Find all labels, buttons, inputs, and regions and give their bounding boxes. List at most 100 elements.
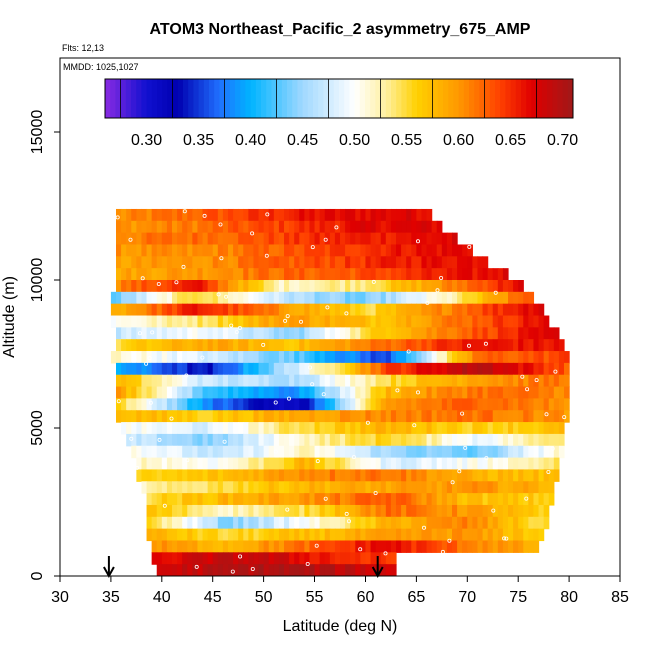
heatmap-cell [146, 457, 153, 471]
heatmap-cell [233, 362, 239, 376]
heatmap-cell [345, 327, 351, 340]
heatmap-cell [508, 516, 514, 530]
heatmap-cell [233, 493, 239, 506]
heatmap-cell [477, 303, 484, 317]
heatmap-cell [228, 374, 234, 388]
heatmap-cell [217, 457, 224, 471]
heatmap-cell [401, 481, 407, 494]
heatmap-cell [533, 303, 540, 317]
heatmap-cell [370, 481, 377, 494]
heatmap-cell [161, 232, 168, 246]
sample-point [264, 253, 269, 258]
heatmap-cell [319, 552, 326, 565]
heatmap-cell [446, 256, 453, 269]
heatmap-cell [497, 339, 504, 352]
heatmap-cell [380, 291, 387, 305]
heatmap-cell [151, 351, 158, 364]
heatmap-cell [299, 351, 305, 364]
heatmap-cell [228, 469, 234, 482]
heatmap-cell [136, 457, 143, 471]
heatmap-cell [518, 303, 524, 317]
heatmap-cell [452, 528, 458, 542]
heatmap-cell [284, 244, 290, 257]
heatmap-cell [289, 339, 295, 352]
heatmap-cell [340, 469, 346, 482]
heatmap-cell [156, 315, 163, 328]
heatmap-cell [340, 445, 346, 459]
heatmap-cell [416, 327, 423, 340]
heatmap-cell [182, 516, 188, 530]
heatmap-cell [538, 410, 545, 423]
heatmap-cell [121, 339, 127, 352]
heatmap-cell [289, 398, 295, 411]
heatmap-cell [431, 256, 438, 269]
heatmap-cell [294, 208, 300, 222]
heatmap-cell [508, 528, 514, 542]
heatmap-cell [523, 410, 529, 423]
heatmap-cell [482, 268, 489, 281]
heatmap-cell [192, 504, 199, 518]
heatmap-cell [233, 291, 239, 305]
heatmap-cell [319, 433, 326, 447]
colorbar-swatch [151, 79, 158, 118]
heatmap-cell [136, 208, 143, 222]
heatmap-cell [126, 433, 132, 447]
heatmap-cell [304, 504, 311, 518]
heatmap-cell [385, 374, 392, 388]
heatmap-cell [278, 362, 285, 376]
heatmap-cell [166, 280, 173, 293]
heatmap-cell [212, 268, 219, 281]
heatmap-cell [340, 220, 346, 234]
heatmap-cell [121, 291, 127, 305]
heatmap-cell [304, 339, 311, 352]
colorbar-swatch [240, 79, 246, 118]
heatmap-cell [177, 469, 183, 482]
colorbar-swatch [479, 79, 486, 118]
heatmap-cell [268, 528, 275, 542]
heatmap-cell [284, 410, 290, 423]
heatmap-cell [116, 256, 122, 269]
heatmap-cell [319, 493, 326, 506]
heatmap-cell [441, 457, 448, 471]
heatmap-cell [472, 386, 479, 399]
heatmap-cell [441, 516, 448, 530]
heatmap-cell [299, 232, 305, 246]
heatmap-cell [166, 481, 173, 494]
heatmap-cell [492, 504, 499, 518]
heatmap-cell [197, 386, 204, 399]
heatmap-cell [452, 481, 458, 494]
heatmap-cell [441, 315, 448, 328]
heatmap-cell [319, 445, 326, 459]
heatmap-cell [502, 540, 509, 553]
heatmap-cell [452, 386, 458, 399]
heatmap-cell [340, 315, 346, 328]
heatmap-cell [355, 351, 361, 364]
heatmap-cell [441, 268, 448, 281]
heatmap-cell [370, 220, 377, 234]
heatmap-cell [263, 374, 270, 388]
heatmap-cell [340, 386, 346, 399]
heatmap-cell [319, 504, 326, 518]
heatmap-cell [411, 422, 417, 435]
heatmap-cell [329, 303, 336, 317]
heatmap-cell [172, 552, 178, 565]
heatmap-cell [350, 410, 356, 423]
heatmap-cell [222, 410, 229, 423]
heatmap-cell [263, 208, 270, 222]
heatmap-cell [513, 528, 519, 542]
heatmap-cell [238, 268, 244, 281]
heatmap-cell [457, 457, 463, 471]
heatmap-cell [370, 362, 377, 376]
heatmap-cell [131, 327, 137, 340]
heatmap-cell [187, 552, 193, 565]
heatmap-cell [233, 422, 239, 435]
heatmap-cell [161, 291, 168, 305]
heatmap-cell [538, 339, 545, 352]
colorbar-swatch [495, 79, 501, 118]
heatmap-cell [513, 291, 519, 305]
heatmap-cell [166, 315, 173, 328]
heatmap-cell [365, 386, 372, 399]
heatmap-cell [202, 386, 209, 399]
heatmap-cell [538, 481, 545, 494]
heatmap-cell [380, 339, 387, 352]
